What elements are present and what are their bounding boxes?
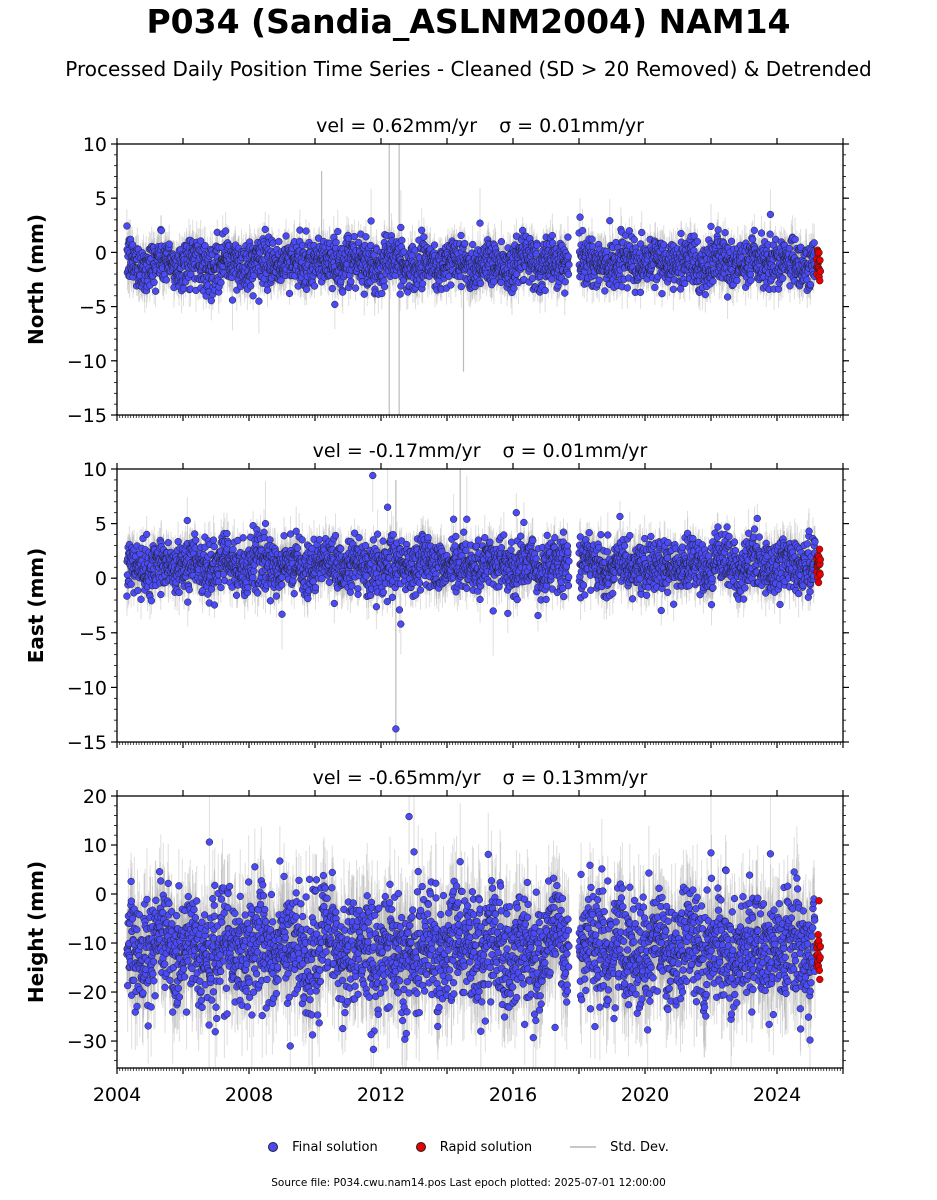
final-point — [398, 236, 406, 244]
final-point — [430, 241, 439, 249]
final-point — [669, 285, 678, 293]
final-point — [249, 292, 257, 300]
final-point — [548, 231, 557, 240]
final-point — [380, 283, 389, 291]
final-point — [606, 217, 614, 225]
final-point — [636, 288, 645, 296]
final-point — [548, 275, 556, 283]
final-point — [548, 239, 557, 247]
final-point — [576, 213, 584, 221]
final-point — [512, 232, 521, 240]
final-point — [360, 290, 368, 298]
final-point — [247, 282, 255, 290]
figure-title: P034 (Sandia_ASLNM2004) NAM14 — [146, 2, 791, 41]
final-point — [510, 284, 518, 292]
final-point — [461, 239, 469, 248]
final-point — [302, 227, 310, 235]
final-point — [328, 284, 336, 293]
final-point — [490, 277, 498, 286]
final-point — [123, 222, 131, 230]
final-point — [565, 261, 573, 269]
final-point — [334, 227, 342, 236]
final-point — [128, 241, 137, 249]
final-point — [630, 236, 638, 244]
final-point — [623, 284, 631, 292]
final-point — [197, 237, 205, 245]
final-point — [207, 297, 215, 305]
final-point — [588, 235, 596, 243]
final-point — [351, 284, 360, 292]
final-point — [447, 281, 455, 289]
final-point — [533, 241, 541, 250]
final-point — [339, 288, 347, 296]
final-point — [217, 278, 225, 287]
final-point — [285, 289, 294, 298]
final-point — [162, 276, 170, 284]
final-point — [296, 226, 304, 234]
final-point — [378, 289, 386, 298]
final-point — [150, 278, 158, 286]
final-point — [457, 282, 465, 291]
final-point — [564, 252, 572, 261]
final-point — [476, 279, 485, 288]
final-point — [302, 285, 311, 294]
final-point — [354, 238, 363, 247]
final-point — [282, 232, 290, 240]
final-point — [651, 283, 659, 292]
final-point — [625, 227, 633, 235]
final-point — [564, 233, 572, 241]
final-point — [532, 250, 540, 258]
final-point — [396, 290, 404, 298]
final-point — [561, 289, 569, 297]
final-point — [469, 240, 477, 249]
final-point — [314, 234, 323, 242]
final-point — [261, 225, 269, 234]
plot-area — [123, 144, 825, 415]
final-point — [419, 280, 427, 288]
final-point — [201, 241, 209, 250]
final-point — [420, 233, 428, 241]
final-point — [165, 240, 173, 248]
final-point — [561, 278, 569, 286]
final-point — [658, 290, 666, 298]
final-point — [578, 226, 587, 235]
final-point — [263, 286, 272, 294]
final-point — [677, 229, 685, 238]
final-point — [350, 232, 359, 241]
final-point — [541, 286, 549, 295]
final-point — [151, 287, 160, 295]
final-point — [660, 241, 668, 249]
final-point — [332, 238, 340, 246]
figure-subtitle: Processed Daily Position Time Series - C… — [65, 57, 872, 81]
solution-markers — [123, 210, 825, 309]
final-point — [277, 276, 285, 284]
final-point — [362, 233, 370, 241]
final-point — [601, 287, 609, 295]
final-point — [187, 270, 195, 279]
final-point — [310, 282, 319, 290]
final-point — [457, 231, 465, 240]
final-point — [595, 276, 603, 284]
final-point — [418, 226, 426, 234]
final-point — [497, 237, 506, 246]
final-point — [347, 277, 355, 286]
final-point — [157, 226, 165, 235]
final-point — [638, 228, 646, 237]
final-point — [222, 227, 230, 235]
final-point — [528, 274, 537, 282]
final-point — [275, 237, 283, 246]
final-point — [564, 270, 573, 278]
